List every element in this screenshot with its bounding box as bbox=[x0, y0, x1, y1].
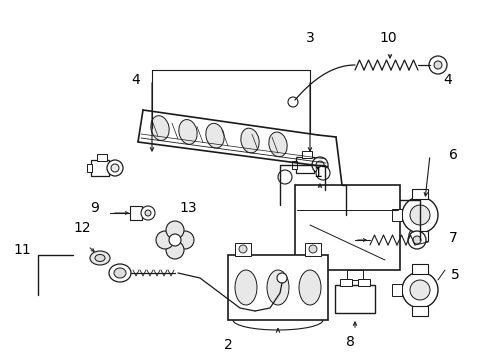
Circle shape bbox=[308, 245, 316, 253]
Circle shape bbox=[165, 241, 183, 259]
Circle shape bbox=[278, 170, 291, 184]
Bar bbox=[91, 160, 109, 176]
Text: 3: 3 bbox=[305, 31, 314, 45]
Bar bbox=[334, 285, 374, 313]
Circle shape bbox=[433, 61, 441, 69]
Circle shape bbox=[409, 280, 429, 300]
Text: 11: 11 bbox=[13, 243, 31, 257]
Bar bbox=[339, 279, 351, 286]
Bar bbox=[235, 243, 250, 256]
Text: 12: 12 bbox=[73, 221, 91, 235]
Text: 8: 8 bbox=[345, 335, 354, 349]
Bar bbox=[411, 264, 427, 274]
Bar bbox=[391, 209, 401, 221]
Circle shape bbox=[412, 236, 420, 244]
Ellipse shape bbox=[266, 270, 288, 305]
Bar bbox=[291, 161, 296, 169]
Text: 7: 7 bbox=[447, 231, 456, 245]
Bar bbox=[295, 157, 313, 173]
Bar bbox=[411, 231, 427, 241]
Text: 1: 1 bbox=[313, 166, 322, 180]
Ellipse shape bbox=[179, 120, 197, 144]
Text: 9: 9 bbox=[90, 201, 99, 215]
Ellipse shape bbox=[109, 264, 131, 282]
Ellipse shape bbox=[268, 132, 286, 157]
Bar bbox=[391, 284, 401, 296]
Circle shape bbox=[409, 205, 429, 225]
Circle shape bbox=[315, 166, 329, 180]
Ellipse shape bbox=[150, 116, 169, 140]
Circle shape bbox=[408, 229, 420, 241]
Circle shape bbox=[176, 231, 194, 249]
Text: 10: 10 bbox=[378, 31, 396, 45]
Circle shape bbox=[428, 56, 446, 74]
Bar bbox=[411, 189, 427, 199]
Circle shape bbox=[145, 210, 151, 216]
Circle shape bbox=[165, 221, 183, 239]
Text: 5: 5 bbox=[450, 268, 458, 282]
Circle shape bbox=[111, 164, 119, 172]
Circle shape bbox=[239, 245, 246, 253]
Text: 6: 6 bbox=[447, 148, 456, 162]
Bar bbox=[227, 255, 327, 320]
Circle shape bbox=[315, 161, 324, 169]
Circle shape bbox=[107, 160, 123, 176]
Bar bbox=[87, 164, 92, 172]
Circle shape bbox=[169, 234, 181, 246]
Circle shape bbox=[407, 231, 425, 249]
Ellipse shape bbox=[240, 128, 259, 153]
Ellipse shape bbox=[298, 270, 320, 305]
Text: 2: 2 bbox=[223, 338, 232, 352]
Ellipse shape bbox=[205, 123, 224, 148]
Text: 13: 13 bbox=[179, 201, 196, 215]
Text: 4: 4 bbox=[443, 73, 451, 87]
Circle shape bbox=[156, 231, 174, 249]
Circle shape bbox=[401, 197, 437, 233]
Circle shape bbox=[401, 272, 437, 308]
Circle shape bbox=[276, 273, 286, 283]
Bar bbox=[130, 206, 142, 220]
Ellipse shape bbox=[90, 251, 110, 265]
Circle shape bbox=[311, 157, 327, 173]
Circle shape bbox=[141, 206, 155, 220]
Circle shape bbox=[287, 97, 297, 107]
Bar bbox=[302, 151, 311, 158]
Bar bbox=[357, 279, 369, 286]
Bar bbox=[294, 185, 399, 270]
Bar bbox=[306, 270, 323, 280]
Bar bbox=[97, 154, 107, 161]
Ellipse shape bbox=[114, 268, 126, 278]
Bar bbox=[411, 306, 427, 316]
Text: 4: 4 bbox=[131, 73, 140, 87]
Ellipse shape bbox=[235, 270, 257, 305]
Ellipse shape bbox=[95, 255, 105, 261]
Bar bbox=[346, 270, 362, 280]
Bar bbox=[305, 243, 320, 256]
